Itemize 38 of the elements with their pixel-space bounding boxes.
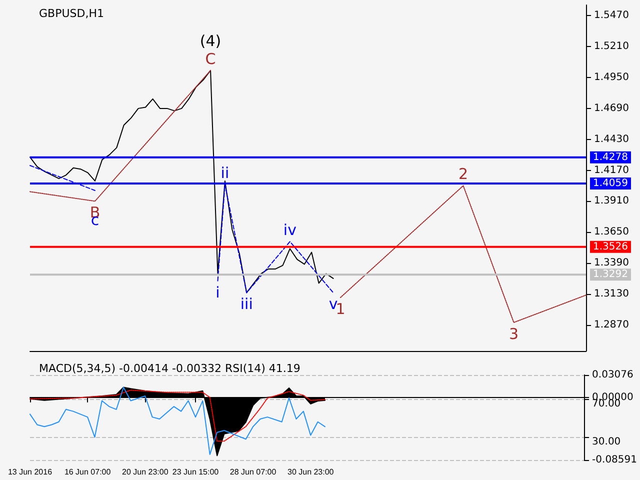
data-label: C — [205, 50, 216, 68]
y-tick-label: 1.4950 — [594, 72, 629, 84]
x-tick-label: 20 Jun 23:00 — [122, 468, 169, 476]
y-tick-label: 1.3390 — [594, 258, 629, 269]
y-tick-label: 1.5210 — [594, 41, 629, 52]
y-tick-label: 1.3650 — [594, 226, 629, 238]
x-tick-label: 13 Jun 2016 — [8, 468, 53, 476]
x-tick-label: 28 Jun 07:00 — [230, 468, 277, 476]
data-label: v — [328, 295, 338, 314]
x-tick-label: 16 Jun 07:00 — [64, 468, 112, 476]
ref-line-label: 1.4059 — [593, 178, 628, 189]
ref-line-label: 1.4278 — [593, 152, 628, 163]
data-label: i — [216, 283, 220, 302]
y-tick-label: 1.2870 — [594, 319, 629, 330]
y-tick-label: 0.03076 — [592, 370, 634, 380]
annotation: 2 — [458, 165, 468, 184]
y-tick-label: 1.4170 — [594, 164, 629, 176]
chart-title: MACD(5,34,5) -0.00414 -0.00332 RSI(14) 41.19 — [39, 362, 300, 375]
ref-line-label: 1.3292 — [593, 269, 628, 280]
y2-tick-label: 70.00 — [592, 398, 621, 410]
data-label: ii — [220, 164, 230, 182]
y2-tick-label: 30.00 — [592, 436, 621, 448]
y-tick-label: 1.4430 — [594, 134, 629, 145]
data-label: iv — [283, 221, 297, 240]
annotation: 3 — [509, 324, 519, 343]
y-tick-label: 1.3910 — [594, 196, 629, 207]
annotation: (4) — [200, 32, 222, 50]
y-tick-label: 1.5470 — [594, 10, 629, 22]
ref-line-label: 1.3526 — [593, 241, 628, 252]
line-series — [30, 390, 326, 442]
data-label: iii — [240, 295, 253, 314]
y-tick-label: 1.3130 — [594, 288, 629, 300]
chart-title: GBPUSD,H1 — [39, 7, 104, 20]
y-tick-label: -0.08591 — [592, 454, 638, 466]
y-tick-label: 1.4690 — [594, 102, 629, 114]
x-tick-label: 30 Jun 23:00 — [287, 468, 334, 476]
line-series — [30, 70, 334, 294]
x-tick-label: 23 Jun 15:00 — [172, 468, 220, 476]
